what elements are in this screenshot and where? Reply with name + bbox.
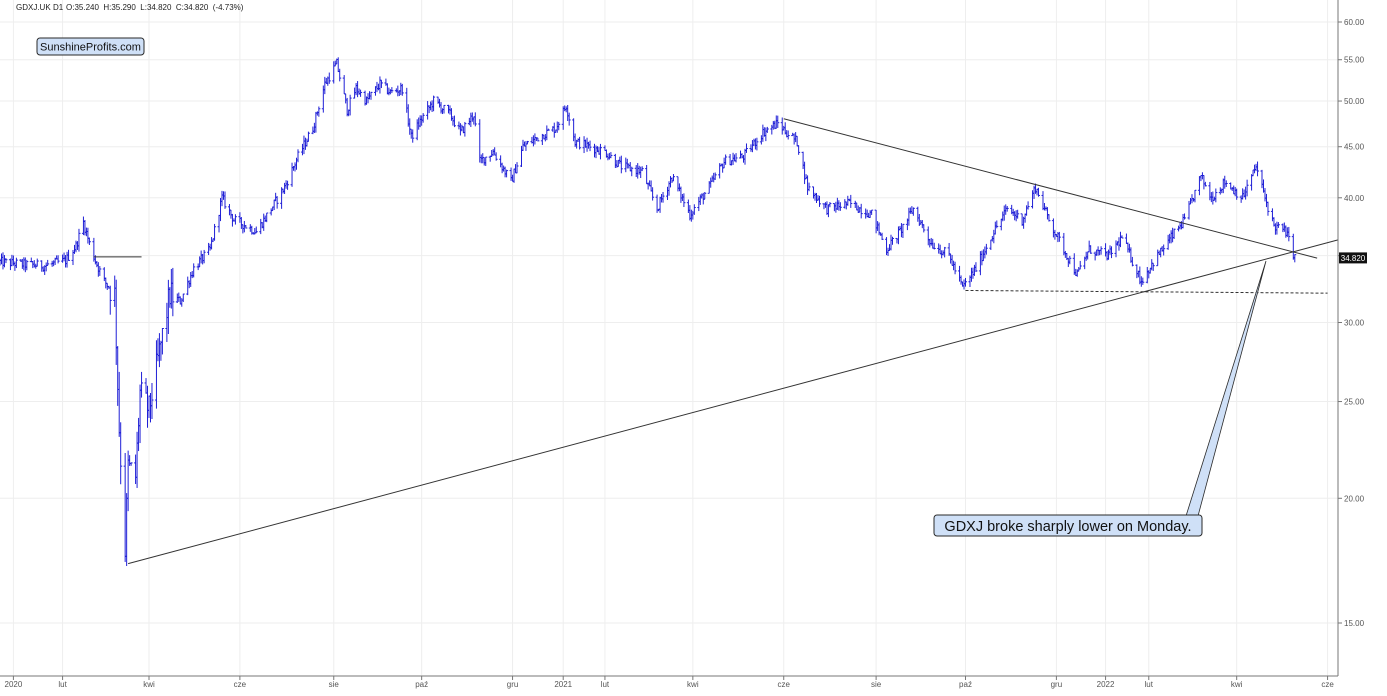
header-interval: D1 xyxy=(53,3,64,12)
trendline-rising-support xyxy=(128,239,1339,565)
x-tick-label: 2020 xyxy=(5,680,23,689)
annotation-text: GDXJ broke sharply lower on Monday. xyxy=(944,519,1191,535)
x-tick-label: lut xyxy=(1145,680,1154,689)
grid-lines xyxy=(0,0,1338,676)
y-tick-label: 60.00 xyxy=(1344,18,1365,27)
watermark-label: SunshineProfits.com xyxy=(40,42,141,54)
y-tick-label: 45.00 xyxy=(1344,143,1365,152)
y-tick-label: 30.00 xyxy=(1344,319,1365,328)
header-ohlc: O:35.240 H:35.290 L:34.820 C:34.820 (-4.… xyxy=(66,3,244,12)
y-tick-label: 25.00 xyxy=(1344,398,1365,407)
x-tick-label: sie xyxy=(329,680,340,689)
x-tick-label: 2021 xyxy=(554,680,572,689)
y-tick-label: 20.00 xyxy=(1344,494,1365,503)
x-tick-label: kwi xyxy=(143,680,155,689)
trendline-declining-resistance xyxy=(783,118,1318,259)
y-tick-label: 55.00 xyxy=(1344,56,1365,65)
x-tick-label: paź xyxy=(959,680,972,689)
trendline-horizontal-support xyxy=(965,289,1328,294)
y-tick-label: 15.00 xyxy=(1344,619,1365,628)
x-tick-label: sie xyxy=(871,680,882,689)
x-tick-label: paź xyxy=(415,680,428,689)
annotation-box xyxy=(933,514,1203,537)
last-price-tag: 34.820 xyxy=(1339,252,1367,264)
header-symbol: GDXJ.UK xyxy=(16,3,51,12)
x-tick-label: gru xyxy=(1051,680,1063,689)
y-tick-label: 50.00 xyxy=(1344,97,1365,106)
axes xyxy=(0,0,1339,677)
x-tick-label: lut xyxy=(58,680,67,689)
x-tick-label: cze xyxy=(1321,680,1334,689)
x-axis-ticks: 2020 lut kwi cze sie paź gru 2021 lut kwi cze sie pa… xyxy=(5,676,1334,689)
last-price-label: 34.820 xyxy=(1341,254,1366,263)
x-tick-label: cze xyxy=(778,680,791,689)
x-tick-label: kwi xyxy=(687,680,699,689)
trendlines xyxy=(93,118,1339,565)
annotation-pointer xyxy=(1185,260,1267,517)
ohlc-bars xyxy=(0,57,1297,567)
y-tick-label: 40.00 xyxy=(1344,194,1365,203)
watermark-badge xyxy=(36,37,145,56)
x-tick-label: kwi xyxy=(1231,680,1243,689)
x-tick-label: gru xyxy=(507,680,519,689)
x-tick-label: lut xyxy=(601,680,610,689)
x-tick-label: 2022 xyxy=(1097,680,1115,689)
y-axis-ticks: 15.0020.0025.0030.0035.0040.0045.0050.00… xyxy=(1338,18,1365,628)
x-tick-label: cze xyxy=(234,680,247,689)
